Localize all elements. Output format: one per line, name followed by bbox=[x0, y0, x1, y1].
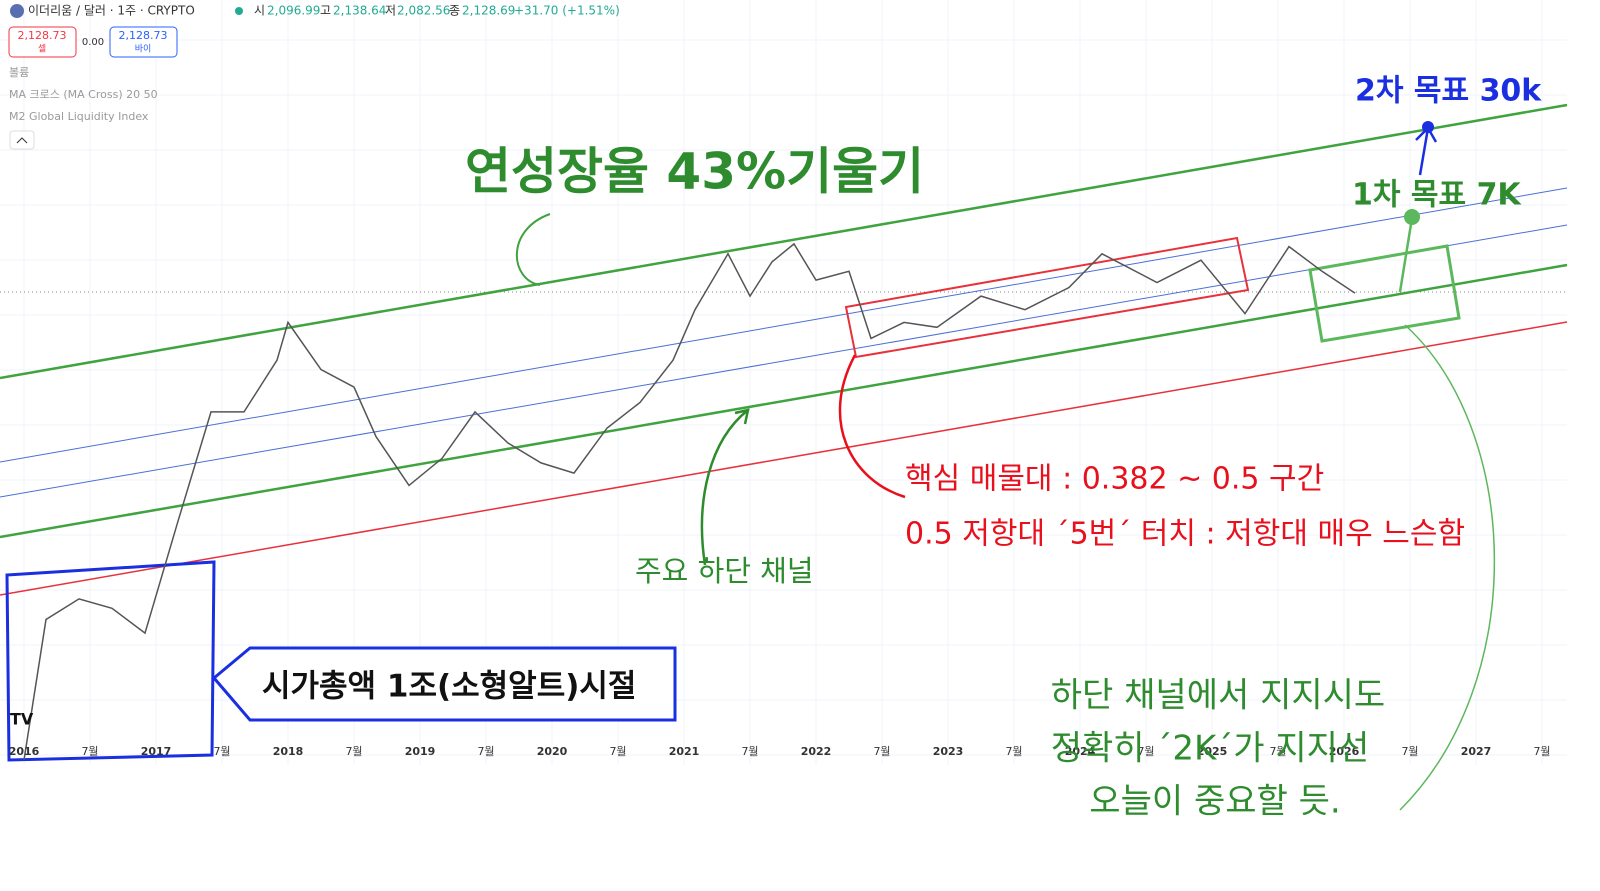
arrow bbox=[515, 213, 551, 286]
coin-icon bbox=[10, 4, 24, 18]
annotation: 시가총액 1조(소형알트)시절 bbox=[262, 669, 636, 705]
resistance-box bbox=[844, 236, 1250, 359]
change: +31.70 (+1.51%) bbox=[514, 4, 620, 18]
x-tick-label: 7월 bbox=[213, 745, 230, 758]
indicator[interactable]: 볼륨 bbox=[9, 66, 29, 79]
trendlines bbox=[0, 103, 1568, 811]
ohlc-label: 종 bbox=[449, 4, 460, 18]
x-tick-label: 7월 bbox=[609, 745, 626, 758]
ohlc: 2,138.64 bbox=[333, 4, 386, 18]
ohlc-label: 시 bbox=[254, 4, 265, 18]
collapse-button[interactable] bbox=[9, 130, 35, 150]
chart-bg bbox=[0, 0, 1567, 765]
support-box bbox=[1308, 244, 1461, 343]
x-tick-label: 2025 bbox=[1197, 745, 1228, 758]
ohlc-label: 고 bbox=[320, 4, 331, 18]
annotation: 핵심 매물대 : 0.382 ~ 0.5 구간 bbox=[905, 462, 1324, 497]
symbol: 이더리움 / 달러 · 1주 · CRYPTO bbox=[28, 4, 195, 18]
x-tick-label: 2024 bbox=[1065, 745, 1096, 758]
spread: 0.00 bbox=[82, 37, 104, 48]
target-dot bbox=[1404, 209, 1420, 225]
x-tick-label: 2022 bbox=[801, 745, 832, 758]
annotation: 2차 목표 30k bbox=[1355, 74, 1542, 109]
x-tick-label: 7월 bbox=[1137, 745, 1154, 758]
x-tick-label: 7월 bbox=[81, 745, 98, 758]
logo: TV bbox=[10, 710, 34, 729]
x-tick-label: 7월 bbox=[1401, 745, 1418, 758]
fib-line bbox=[0, 224, 1568, 498]
ohlc: 2,128.69 bbox=[462, 4, 515, 18]
arrow bbox=[838, 354, 906, 499]
x-tick-label: 2027 bbox=[1461, 745, 1492, 758]
callout bbox=[211, 646, 677, 722]
x-tick-label: 7월 bbox=[1005, 745, 1022, 758]
x-axis: 2016 7월 2017 7월 2018 7월 2019 7월 2020 7월 2021 7월 2022… bbox=[9, 745, 1551, 758]
annotation: 하단 채널에서 지지시도 bbox=[1051, 676, 1385, 716]
price-line-series bbox=[23, 242, 1356, 761]
x-tick-label: 2017 bbox=[141, 745, 172, 758]
x-tick-label: 2019 bbox=[405, 745, 436, 758]
x-tick-label: 7월 bbox=[1533, 745, 1550, 758]
era-box bbox=[5, 560, 216, 762]
red-line bbox=[0, 321, 1568, 596]
channel-bottom bbox=[0, 263, 1568, 539]
buy-label: 바이 bbox=[135, 44, 152, 55]
x-tick-label: 2020 bbox=[537, 745, 568, 758]
x-tick-label: 2016 bbox=[9, 745, 40, 758]
indicator[interactable]: MA 크로스 (MA Cross) 20 50 bbox=[9, 88, 158, 101]
ohlc: 2,096.99 bbox=[267, 4, 320, 18]
buy-price: 2,128.73 bbox=[119, 29, 168, 42]
x-tick-label: 7월 bbox=[1269, 745, 1286, 758]
x-tick-label: 2026 bbox=[1329, 745, 1360, 758]
annotation: 0.5 저항대 ´5번´ 터치 : 저항대 매우 느슨함 bbox=[905, 517, 1465, 552]
ohlc: 2,082.56 bbox=[397, 4, 450, 18]
x-tick-label: 7월 bbox=[477, 745, 494, 758]
x-tick-label: 7월 bbox=[741, 745, 758, 758]
annotation: 1차 목표 7K bbox=[1352, 178, 1522, 213]
x-tick-label: 2021 bbox=[669, 745, 700, 758]
x-tick-label: 7월 bbox=[873, 745, 890, 758]
arrow bbox=[1398, 217, 1414, 293]
channel-top bbox=[0, 103, 1568, 380]
chevron bbox=[16, 137, 28, 144]
sell-button[interactable] bbox=[8, 26, 77, 58]
annotation: 주요 하단 채널 bbox=[635, 554, 814, 588]
buy-button[interactable] bbox=[109, 26, 178, 58]
annotation: 오늘이 중요할 듯. bbox=[1089, 782, 1340, 822]
indicator[interactable]: M2 Global Liquidity Index bbox=[9, 110, 149, 123]
target-dot bbox=[1422, 121, 1434, 133]
x-tick-label: 2018 bbox=[273, 745, 304, 758]
fib-line bbox=[0, 187, 1568, 463]
arrow bbox=[1399, 324, 1496, 811]
x-tick-label: 2023 bbox=[933, 745, 964, 758]
sell-price: 2,128.73 bbox=[18, 29, 67, 42]
ohlc-label: 저 bbox=[385, 4, 396, 18]
x-tick-label: 7월 bbox=[345, 745, 362, 758]
annotation: 정확히 ´2K´가 지지선 bbox=[1051, 729, 1370, 769]
status bbox=[235, 7, 243, 15]
annotation: 연성장율 43%기울기 bbox=[465, 143, 924, 201]
sell-label: 셀 bbox=[38, 44, 46, 55]
arrow bbox=[700, 408, 750, 566]
